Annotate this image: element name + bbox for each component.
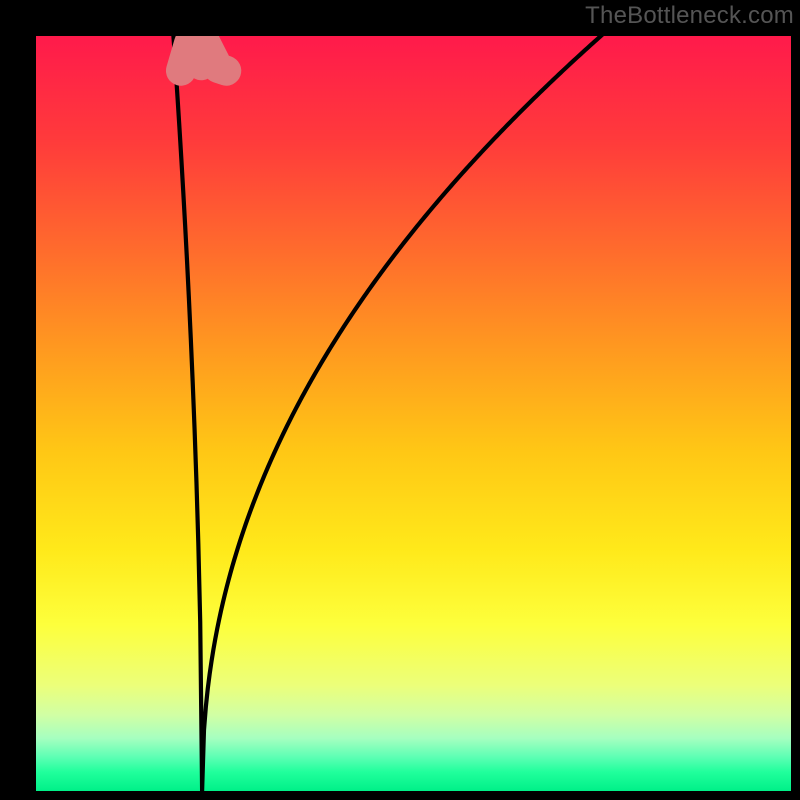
- chart-stage: TheBottleneck.com: [0, 0, 800, 800]
- bottleneck-curve-chart: [0, 0, 800, 800]
- plot-background-gradient: [36, 36, 791, 791]
- watermark-text: TheBottleneck.com: [585, 2, 794, 30]
- trough-marker: [181, 44, 226, 71]
